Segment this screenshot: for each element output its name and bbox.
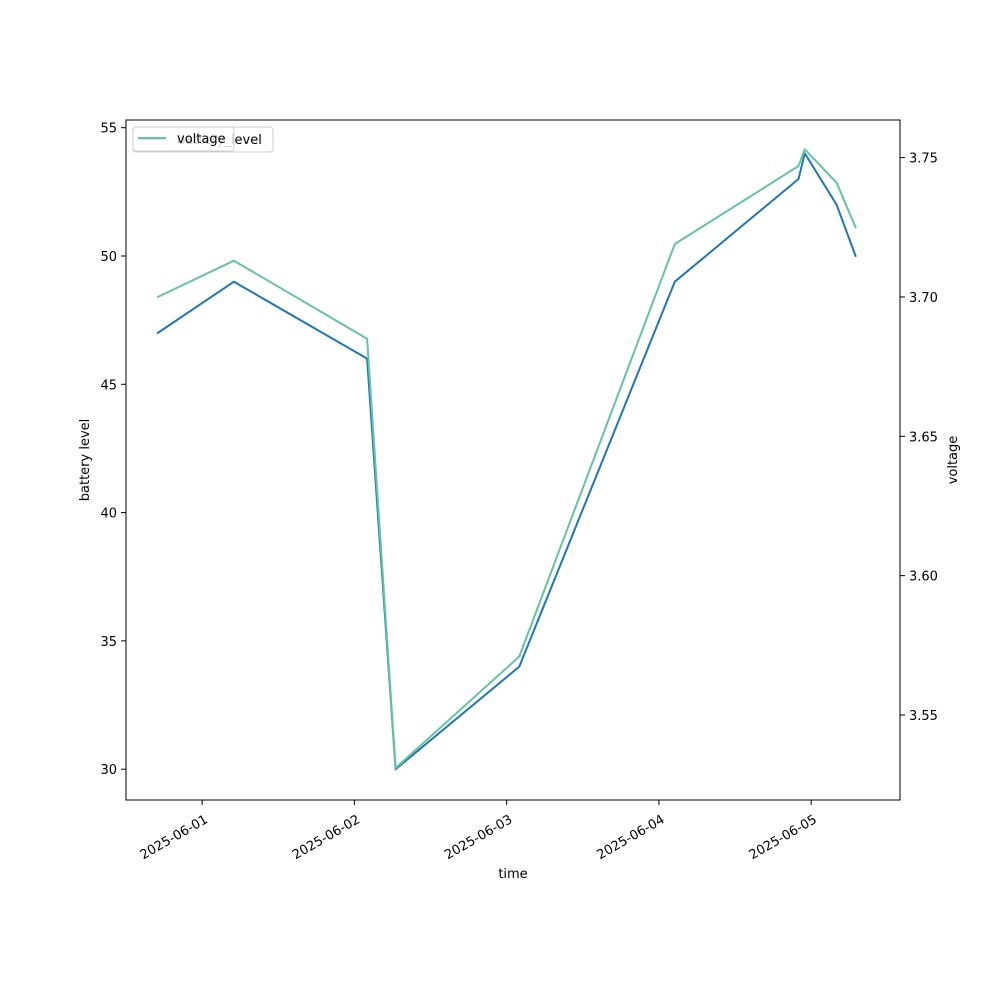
x-axis-label: time — [498, 867, 527, 882]
y-tick-label: 45 — [100, 378, 117, 393]
series-line-voltage — [156, 148, 857, 769]
x-tick-label: 2025-06-03 — [442, 812, 515, 863]
x-tick-label: 2025-06-04 — [595, 812, 668, 863]
series-line-battery-level — [156, 152, 857, 771]
x-tick-label: 2025-06-01 — [138, 812, 211, 863]
y2-tick-label: 3.60 — [909, 570, 938, 585]
y-tick-label: 50 — [100, 250, 117, 265]
legend-box-voltage — [132, 126, 235, 152]
y-tick-label: 55 — [100, 122, 117, 137]
y2-axis-label: voltage — [946, 436, 961, 485]
y-tick-label: 40 — [100, 507, 117, 522]
x-tick-label: 2025-06-05 — [747, 812, 820, 863]
y2-tick-label: 3.55 — [909, 709, 938, 724]
x-tick-label: 2025-06-02 — [290, 812, 363, 863]
y-tick-label: 35 — [100, 635, 117, 650]
legend-label-voltage: voltage — [177, 132, 226, 147]
y-axis-label: battery level — [78, 419, 93, 502]
y-tick-label: 30 — [100, 763, 117, 778]
y2-tick-label: 3.70 — [909, 291, 938, 306]
y2-tick-label: 3.65 — [909, 430, 938, 445]
y2-tick-label: 3.75 — [909, 152, 938, 167]
plot-frame — [125, 119, 901, 801]
